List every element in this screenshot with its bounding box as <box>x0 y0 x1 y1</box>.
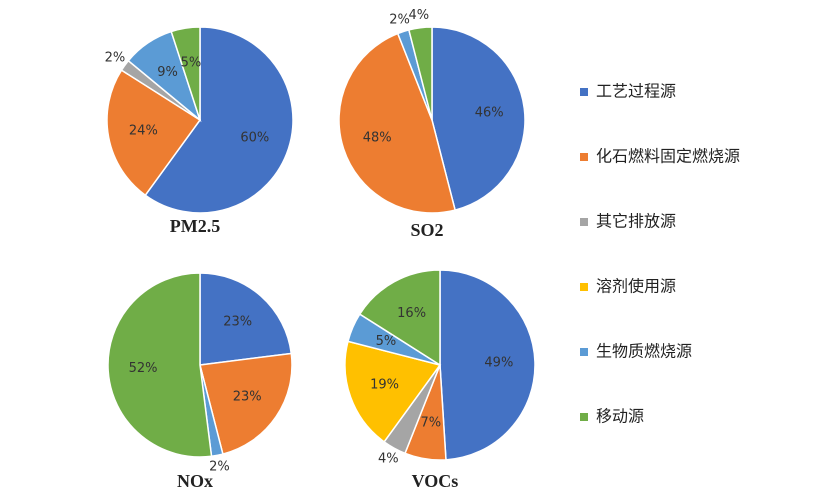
legend-label: 移动源 <box>596 407 644 426</box>
pie-slice <box>170 26 201 121</box>
data-label: 16% <box>397 306 426 321</box>
pie-slice <box>358 269 441 367</box>
data-label: 23% <box>233 390 262 405</box>
pie-slice <box>199 352 293 456</box>
chart-title: PM2.5 <box>170 216 220 236</box>
pie-slice <box>344 340 442 443</box>
data-label: 4% <box>409 8 430 23</box>
pie-slice <box>144 26 294 214</box>
chart-title: NOx <box>177 471 213 491</box>
data-label: 60% <box>240 130 269 145</box>
data-label: 4% <box>378 452 399 467</box>
data-label: 2% <box>209 460 230 475</box>
legend-swatch <box>580 348 588 356</box>
chart-title: VOCs <box>412 471 459 491</box>
data-label: 52% <box>129 361 158 376</box>
data-label: 48% <box>363 130 392 145</box>
data-label: 2% <box>105 51 126 66</box>
data-label: 23% <box>223 315 252 330</box>
legend-label: 生物质燃烧源 <box>596 342 692 361</box>
data-label: 49% <box>484 356 513 371</box>
pie-slice <box>439 269 536 461</box>
legend-label: 其它排放源 <box>596 212 676 231</box>
pie-slice <box>431 26 526 211</box>
legend-swatch <box>580 413 588 421</box>
legend-label: 工艺过程源 <box>596 82 676 101</box>
data-label: 5% <box>181 56 202 71</box>
legend-swatch <box>580 88 588 96</box>
legend-label: 化石燃料固定燃烧源 <box>596 147 740 166</box>
data-label: 5% <box>376 334 397 349</box>
data-label: 19% <box>370 377 399 392</box>
data-label: 9% <box>157 65 178 80</box>
data-label: 24% <box>129 123 158 138</box>
legend-swatch <box>580 153 588 161</box>
data-label: 7% <box>420 416 441 431</box>
pie-slice <box>338 32 457 214</box>
pie-slice <box>106 69 202 197</box>
legend-swatch <box>580 218 588 226</box>
pie-slice <box>407 26 433 121</box>
pie-slice <box>199 272 293 366</box>
data-label: 46% <box>475 105 504 120</box>
legend-swatch <box>580 283 588 291</box>
chart-title: SO2 <box>410 220 443 240</box>
pie-slice <box>107 272 213 458</box>
data-label: 2% <box>389 13 410 28</box>
legend-label: 溶剂使用源 <box>596 277 676 296</box>
